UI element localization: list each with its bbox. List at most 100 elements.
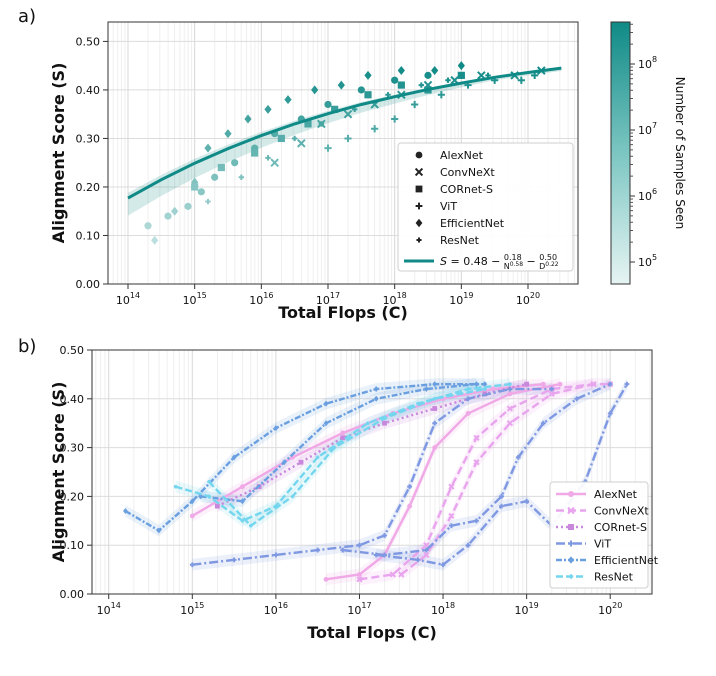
legend-marker-circle [568,491,574,497]
x-tick-label: 1014 [97,601,121,617]
series-point [466,387,470,391]
data-point-diamond [224,129,232,139]
series-point [473,459,480,466]
series-point [207,494,211,499]
legend-label: ViT [594,538,611,551]
y-tick-label: 0.10 [76,229,101,242]
fit-legend-equation: S = 0.48 − 0.18 N0.58 − 0.50 D0.22 [440,253,559,271]
panel-b-frame [91,349,653,595]
legend-label: CORnet-S [440,183,493,196]
series-point [173,484,178,489]
legend-marker-plus [415,202,423,210]
series-point [373,552,379,558]
series-point [449,523,454,529]
panel-a-legend-box [397,142,574,272]
x-tick-label: 1020 [598,601,622,617]
series-point [240,498,245,505]
data-point-square [277,134,285,143]
series-point [423,551,430,559]
series-point [483,387,487,391]
series-point [432,420,438,426]
x-tick-label: 1015 [183,291,207,307]
series-point [240,484,245,490]
legend-label: CORnet-S [594,521,647,534]
panel-a-y-ticks: 0.00 0.10 0.20 0.30 0.40 0.50 [76,35,108,291]
legend-marker-small-plus [416,237,422,243]
series-point [507,386,513,392]
data-point-small-plus [205,198,211,205]
panel-a-x-ticks: 1014 1015 1016 1017 1018 1019 1020 [116,284,540,307]
y-tick-label: 0.30 [60,442,85,455]
data-point-diamond [264,104,272,114]
series-point [123,508,128,515]
data-point-circle [164,212,172,220]
panel-b-y-ticks: 0.00 0.10 0.20 0.30 0.40 0.50 [60,344,92,601]
fit-curve [127,66,562,200]
series-point [524,498,530,504]
series-point [407,503,413,509]
legend-label: ResNet [594,571,634,584]
data-point-plus [371,125,379,133]
series-line-vit [342,383,611,557]
x-tick-label: 1014 [116,291,140,307]
panel-b: b) 0.00 0.10 0.20 0.30 0.40 0.50 1014 1015 1016… [18,336,659,642]
legend-marker-circle [415,151,423,159]
legend-marker-diamond [568,556,574,564]
series-point [607,411,613,416]
panel-a-fit-line [127,66,562,200]
colorbar-tick-label: 107 [638,121,657,137]
data-point-diamond [337,80,345,90]
data-point-square [397,81,405,89]
y-tick-label: 0.20 [76,181,101,194]
data-point-diamond [284,95,292,105]
series-point [448,483,455,490]
series-band [209,383,485,532]
legend-label: AlexNet [440,149,484,162]
data-point-small-plus [238,174,245,180]
series-point [198,493,204,500]
series-point [298,459,304,465]
series-point [240,519,245,523]
legend-label: EfficientNet [440,217,505,230]
y-tick-label: 0.50 [60,344,85,357]
colorbar-ticks: 105 106 107 108 [630,23,657,269]
series-point [506,420,514,427]
series-point [432,381,438,388]
panel-a: a) 0.00 0.10 0.20 0.30 0.40 0.50 1014 1015 1016… [18,6,687,322]
y-tick-label: 0.40 [60,393,85,406]
series-point [357,572,362,577]
data-point-diamond [397,66,405,76]
series-point [189,498,195,505]
data-point-circle [184,202,192,210]
data-point-square [304,120,312,128]
series-point [473,434,480,441]
data-point-circle [211,173,219,181]
y-tick-label: 0.00 [76,278,101,291]
series-point [423,542,430,549]
series-point [249,523,253,528]
y-tick-label: 0.00 [60,588,85,601]
series-point [557,381,563,387]
panel-a-label: a) [18,6,36,27]
x-tick-label: 1017 [347,601,371,617]
series-point [231,557,237,563]
data-point-diamond [431,66,439,76]
data-point-diamond [457,61,465,71]
data-point-circle [324,100,332,109]
series-point [465,411,471,416]
series-point [290,494,295,499]
data-point-diamond [171,206,179,216]
panel-b-legend: AlexNet ConvNeXt CORnet-S ViT EfficientNet Re… [549,481,659,589]
series-point [415,557,421,563]
series-band [192,383,552,571]
y-tick-label: 0.30 [76,132,101,145]
series-point [315,455,320,460]
series-point [624,381,630,387]
legend-label: AlexNet [594,488,638,501]
series-band [401,378,594,581]
series-point [548,390,555,398]
series-band [217,378,527,513]
panel-b-x-ticks: 1014 1015 1016 1017 1018 1019 1020 [97,594,622,617]
series-line-alexnet [325,382,561,581]
series-point [356,576,363,583]
